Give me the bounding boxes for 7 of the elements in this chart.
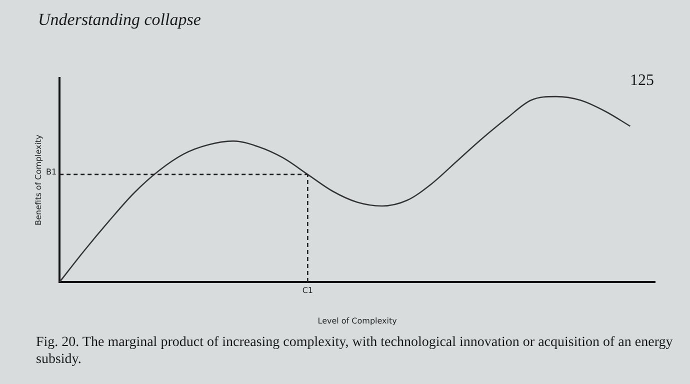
caption: Fig. 20. The marginal product of increasing complexity, with technological innovation or acquisition of an energy subsidy. (36, 334, 674, 368)
text: Understanding collapse (38, 10, 201, 30)
y-axis-title: Benefits of Complexity (34, 134, 43, 226)
x-axis-title: Level of Complexity (318, 316, 398, 326)
text: 125 (630, 72, 654, 90)
text: C1 (302, 286, 314, 296)
ref-line-label: B1 (46, 168, 57, 177)
